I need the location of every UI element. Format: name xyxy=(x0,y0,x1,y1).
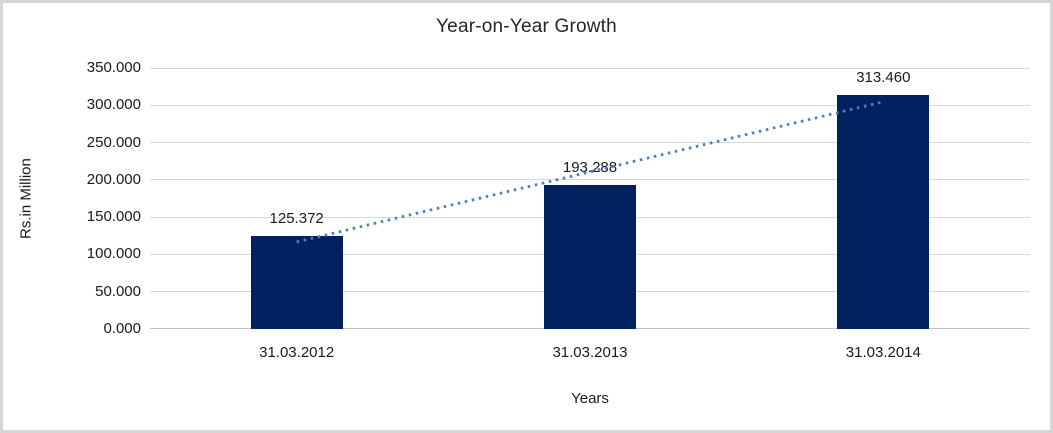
bar xyxy=(544,184,636,329)
x-tick-label: 31.03.2012 xyxy=(259,344,335,361)
gridline xyxy=(150,67,1030,69)
bar-value-label: 125.372 xyxy=(269,209,324,227)
bar-value-label: 193.288 xyxy=(562,158,618,176)
y-tick-label: 250.000 xyxy=(86,133,141,151)
y-tick-label: 300.000 xyxy=(86,96,141,114)
x-tick-label: 31.03.2013 xyxy=(552,344,628,361)
y-tick-label: 100.000 xyxy=(86,245,141,263)
x-axis-tick-labels: 31.03.2012 31.03.2013 31.03.2014 xyxy=(150,344,1030,364)
y-axis-tick-labels: 0.000 50.000 100.000 150.000 200.000 250.000 3… xyxy=(3,59,141,337)
chart-title: Year-on-Year Growth xyxy=(436,16,617,37)
bar xyxy=(250,235,343,329)
x-axis-title: Years xyxy=(571,390,609,407)
y-tick-label: 150.000 xyxy=(86,208,141,226)
y-tick-label: 200.000 xyxy=(86,170,141,188)
bar xyxy=(837,95,930,329)
y-tick-label: 350.000 xyxy=(86,59,141,76)
x-tick-label: 31.03.2014 xyxy=(845,344,921,361)
y-tick-label: 0.000 xyxy=(103,320,141,337)
y-tick-label: 50.000 xyxy=(95,282,141,300)
plot-area: 125.372 193.288 313.460 xyxy=(150,67,1030,329)
bar-value-label: 313.460 xyxy=(856,69,911,87)
